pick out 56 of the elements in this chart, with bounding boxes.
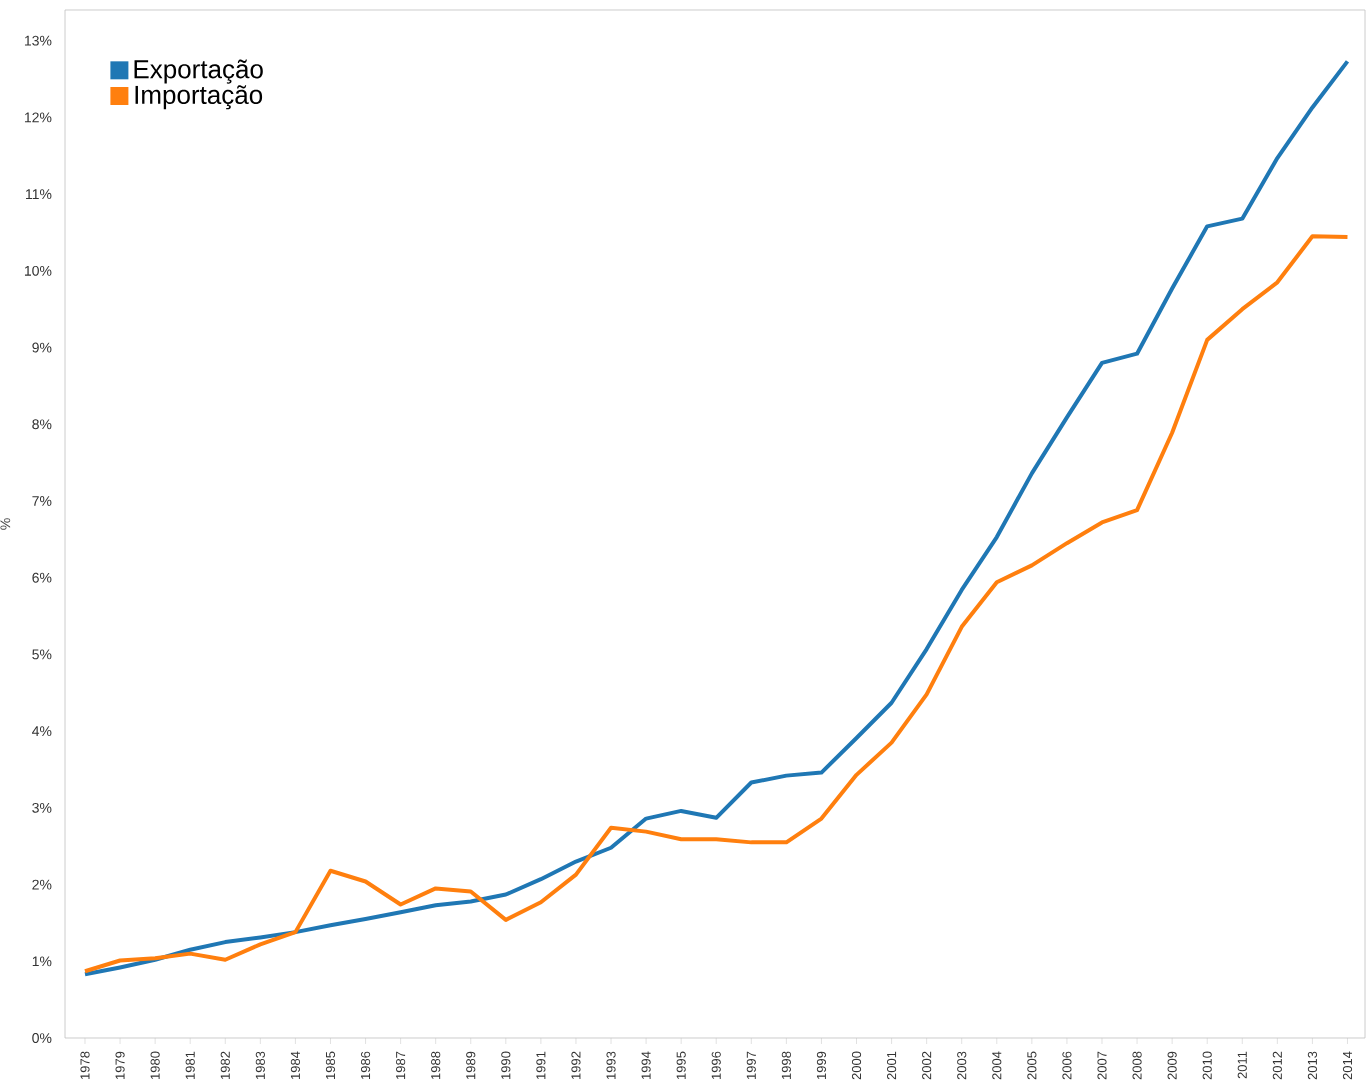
x-tick-label: 2002 [922,1051,932,1080]
x-tick-label: 2010 [1202,1051,1212,1080]
y-tick-label: 10% [24,265,52,276]
y-tick-label: 0% [32,1033,52,1043]
x-tick-label: 2008 [1132,1051,1142,1080]
y-tick-label: 12% [24,112,52,123]
y-tick-label: 2% [32,879,52,890]
line-series [82,234,1350,974]
x-tick-label: 2005 [1027,1051,1037,1080]
y-tick-label: 7% [32,496,52,506]
x-tick-label: 1978 [80,1051,90,1079]
x-tick-label: 2014 [1342,1051,1353,1080]
x-tick-label: 1997 [746,1051,756,1079]
x-tick-label: 2007 [1097,1051,1107,1080]
x-tick-label: 1988 [431,1051,441,1079]
x-tick-label: 1979 [115,1051,125,1079]
x-tick-label: 1984 [290,1051,301,1079]
x-tick-label: 1982 [220,1051,230,1079]
x-tick-label: 1990 [501,1051,511,1079]
x-tick-label: 1992 [571,1051,581,1079]
x-tick-label: 1993 [606,1051,616,1079]
x-tick-label: 1985 [325,1051,336,1079]
x-tick-label: 2004 [992,1051,1002,1080]
x-tick-label: 1995 [676,1051,686,1079]
x-tick-label: 1980 [150,1051,160,1079]
x-tick-label: 2009 [1167,1051,1177,1080]
y-tick-label: 13% [24,35,52,46]
x-tick-label: 1987 [396,1051,406,1079]
y-tick-label: 9% [32,342,52,353]
x-tick-label: 1998 [781,1051,791,1079]
y-axis-title: % [0,518,11,530]
x-tick-label: 1989 [466,1051,476,1079]
x-tick-label: 2001 [886,1051,897,1080]
x-tick-label: 2000 [851,1051,862,1080]
y-tick-label: 4% [32,726,52,737]
line-series [82,59,1350,977]
y-tick-label: 8% [32,419,52,430]
y-tick-label: 6% [32,572,52,583]
x-tick-label: 1991 [536,1051,546,1079]
x-tick-label: 2006 [1062,1051,1072,1080]
y-tick-label: 3% [32,802,52,813]
legend-label: Importação [135,85,263,110]
x-tick-label: 1981 [185,1051,195,1079]
x-tick-label: 1986 [360,1051,371,1079]
y-tick-label: 1% [32,956,52,967]
x-tick-label: 1994 [641,1051,651,1079]
x-tick-label: 1983 [255,1051,265,1079]
y-tick-label: 11% [26,189,52,200]
x-tick-label: 2013 [1307,1051,1318,1080]
x-tick-label: 2011 [1237,1051,1247,1079]
y-tick-label: 5% [32,649,52,660]
x-tick-label: 2012 [1272,1051,1282,1080]
x-tick-label: 1996 [711,1051,721,1079]
legend-label: Exportação [134,59,263,84]
x-tick-label: 1999 [816,1051,827,1079]
x-tick-label: 2003 [957,1051,967,1080]
